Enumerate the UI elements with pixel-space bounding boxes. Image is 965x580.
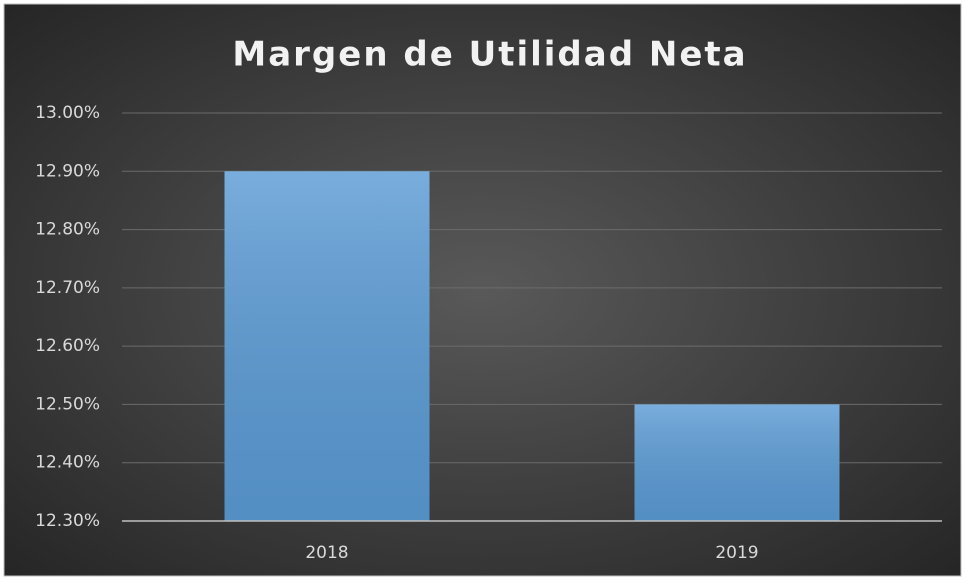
y-tick-label: 12.60%	[35, 336, 100, 356]
y-tick-label: 13.00%	[35, 103, 100, 123]
chart-title: Margen de Utilidad Neta	[232, 35, 747, 75]
x-tick-label: 2019	[715, 543, 758, 563]
x-tick-label: 2018	[305, 543, 348, 563]
bar-shade	[634, 404, 840, 521]
y-tick-label: 12.40%	[35, 453, 100, 473]
y-tick-label: 12.50%	[35, 394, 100, 414]
y-tick-label: 12.30%	[35, 511, 100, 531]
y-tick-label: 12.80%	[35, 220, 100, 240]
y-tick-label: 12.70%	[35, 278, 100, 298]
y-tick-label: 12.90%	[35, 161, 100, 181]
bar-shade	[224, 171, 430, 522]
